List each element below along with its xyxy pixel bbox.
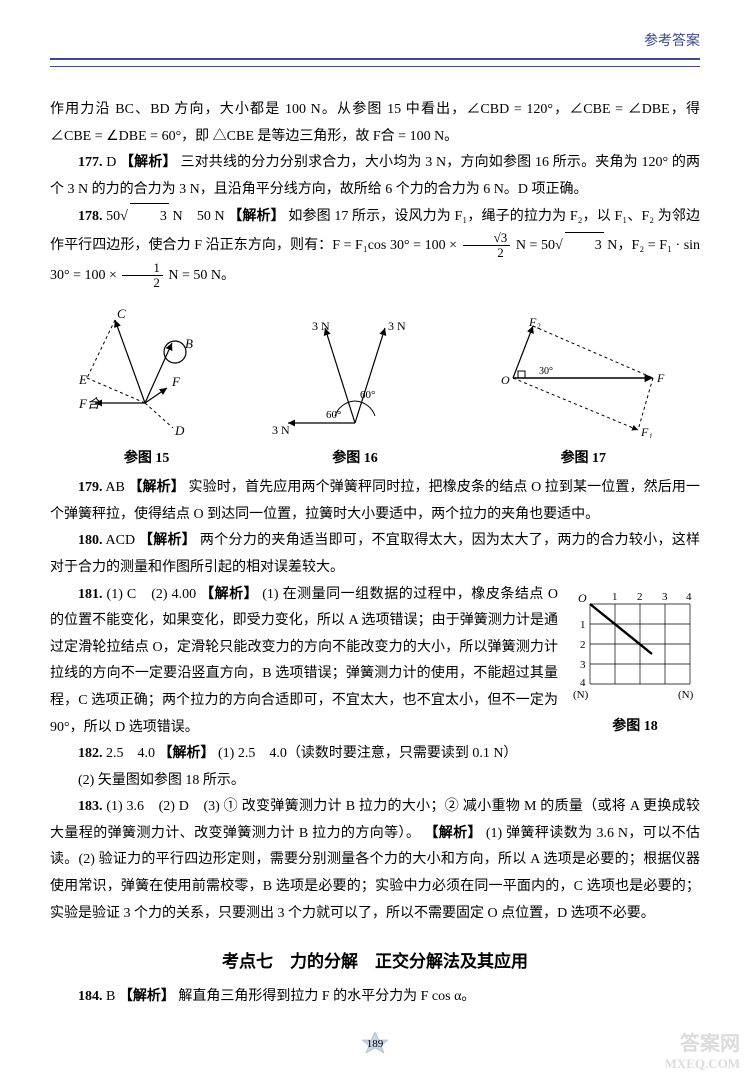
fig18-t1: 1 — [612, 591, 618, 603]
q182-ans: 2.5 4.0 — [106, 746, 155, 761]
fig18-t2: 2 — [637, 591, 643, 603]
fig15-C: C — [117, 308, 126, 321]
q182-text-b: (2) 矢量图如参图 18 所示。 — [78, 773, 245, 788]
q178-root-b: 3 — [565, 232, 604, 260]
fig16-svg: 3 N 3 N 3 N 60° 60° — [270, 318, 440, 438]
q178-frac1: √32 — [463, 231, 511, 261]
q184: 184. B 【解析】 解直角三角形得到拉力 F 的水平分力为 F cos α。 — [50, 984, 700, 1011]
watermark-l1: 答案网 — [665, 1027, 740, 1056]
q182: 182. 2.5 4.0 【解析】 (1) 2.5 4.0（读数时要注意，只需要… — [50, 741, 700, 768]
fig17-O: O — [501, 373, 510, 387]
q179-tag: 【解析】 — [128, 480, 184, 495]
fig15-D: D — [174, 423, 185, 438]
fig18-y4: 4 — [580, 677, 586, 689]
q179: 179. AB 【解析】 实验时，首先应用两个弹簧秤同时拉，把橡皮条的结点 O … — [50, 475, 700, 528]
q178-tag: 【解析】 — [228, 209, 285, 224]
q178: 178. 50√3 N 50 N 【解析】 如参图 17 所示，设风力为 F₁，… — [50, 203, 700, 290]
fig16-label: 参图 16 — [270, 447, 440, 467]
watermark: 答案网 MXEQ.COM — [665, 1027, 740, 1072]
fig15-B: B — [185, 336, 193, 351]
q184-text: 解直角三角形得到拉力 F 的水平分力为 F cos α。 — [178, 989, 475, 1004]
q184-num: 184. — [78, 989, 103, 1004]
q178-frac2: 12 — [122, 261, 163, 291]
fig18-svg: O 1 2 3 4 1 2 3 4 (N) (N) — [570, 586, 700, 706]
q178-root: 3 — [130, 203, 169, 231]
fig18-y3: 3 — [580, 659, 586, 671]
q181-num: 181. — [78, 587, 103, 602]
fig17-F1: F₁ — [640, 425, 653, 438]
fig15-Fh: F合 — [78, 396, 102, 411]
q181-tag: 【解析】 — [200, 587, 258, 602]
q180-num: 180. — [78, 533, 103, 548]
fig17-label: 参图 17 — [493, 447, 673, 467]
fig18-yN: (N) — [573, 689, 589, 701]
fig18-t3: 3 — [662, 591, 668, 603]
fig16-60a: 60° — [326, 409, 341, 421]
star-icon: 189 — [357, 1031, 393, 1053]
fig16-3Nb: 3 N — [388, 319, 406, 333]
q184-tag: 【解析】 — [119, 989, 175, 1004]
q179-ans: AB — [105, 480, 124, 495]
fig15-F: F — [171, 374, 181, 389]
fig18-O: O — [578, 591, 587, 605]
q178-ans-unit: N 50 N — [172, 209, 224, 224]
q183-tag: 【解析】 — [424, 826, 482, 841]
fig17-svg: F₂ O 30° F F₁ — [493, 318, 673, 438]
q182-text-a: (1) 2.5 4.0（读数时要注意，只需要读到 0.1 N） — [218, 746, 517, 761]
fig18-t4: 4 — [686, 591, 692, 603]
page-number: 189 — [367, 1038, 384, 1050]
fig17-F: F — [656, 371, 665, 385]
q176-continuation: 作用力沿 BC、BD 方向，大小都是 100 N。从参图 15 中看出，∠CBD… — [50, 97, 700, 150]
q183: 183. (1) 3.6 (2) D (3) ① 改变弹簧测力计 B 拉力的大小… — [50, 794, 700, 927]
fig16-3Nc: 3 N — [272, 423, 290, 437]
q177-ans: D — [106, 155, 116, 170]
q179-num: 179. — [78, 480, 103, 495]
fig15-label: 参图 15 — [77, 447, 217, 467]
fig16-60b: 60° — [360, 389, 375, 401]
q178-num: 178. — [78, 209, 103, 224]
watermark-l2: MXEQ.COM — [665, 1056, 740, 1072]
header-divider — [50, 66, 700, 67]
fig18-y2: 2 — [580, 639, 586, 651]
q177: 177. D 【解析】 三对共线的分力分别求合力，大小均为 3 N，方向如参图 … — [50, 150, 700, 203]
fig18-block: O 1 2 3 4 1 2 3 4 (N) (N) 参图 18 — [570, 586, 700, 735]
fig18-label: 参图 18 — [570, 715, 700, 735]
q180: 180. ACD 【解析】 两个分力的夹角适当即可，不宜取得太大，因为太大了，两… — [50, 528, 700, 581]
q180-tag: 【解析】 — [139, 533, 196, 548]
q183-num: 183. — [78, 799, 103, 814]
q177-num: 177. — [78, 155, 103, 170]
fig16-3Na: 3 N — [312, 319, 330, 333]
page-footer: 189 — [50, 1031, 700, 1058]
q184-ans: B — [106, 989, 115, 1004]
fig15-E: E — [78, 372, 87, 387]
fig18-y1: 1 — [580, 619, 586, 631]
q182-tag: 【解析】 — [159, 746, 215, 761]
diagram-row: C B E F F合 D 参图 15 3 N 3 N 3 N 60° — [50, 308, 700, 467]
q177-tag: 【解析】 — [120, 155, 177, 170]
q181-ans: (1) C (2) 4.00 — [107, 587, 197, 602]
q178-text-d: N = 50 N。 — [168, 268, 235, 283]
fig18-xN: (N) — [678, 689, 694, 701]
q178-ans-prefix: 50 — [106, 209, 120, 224]
fig15-svg: C B E F F合 D — [77, 308, 217, 438]
q182b: (2) 矢量图如参图 18 所示。 — [50, 768, 700, 795]
q182-num: 182. — [78, 746, 103, 761]
q181-text: (1) 在测量同一组数据的过程中，橡皮条结点 O 的位置不能变化，如果变化，即受… — [50, 587, 558, 735]
page-header: 参考答案 — [50, 30, 700, 60]
fig17-F2: F₂ — [528, 318, 541, 329]
q178-text-b: N = 50 — [516, 238, 555, 253]
section-7-title: 考点七 力的分解 正交分解法及其应用 — [50, 947, 700, 972]
q180-ans: ACD — [106, 533, 136, 548]
fig17-30: 30° — [539, 366, 553, 377]
